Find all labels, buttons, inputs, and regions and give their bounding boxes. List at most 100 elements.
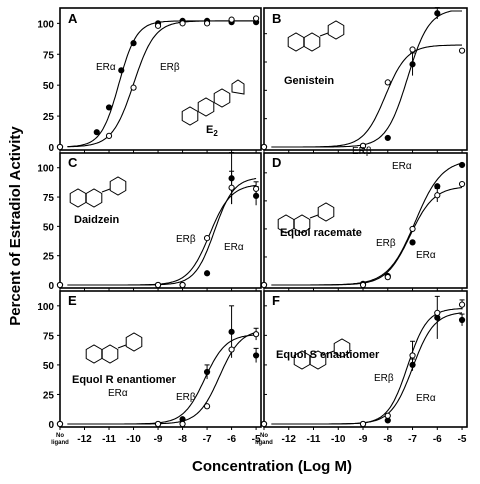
panel-c-y-tick-label: 50 xyxy=(43,222,55,233)
daidzein-structure xyxy=(69,176,127,208)
panel-c-letter: C xyxy=(68,155,78,170)
panel-f-er-beta-point xyxy=(384,412,391,419)
panel-e-x-tick-label: -6 xyxy=(227,434,236,445)
panel-e-er-beta-point xyxy=(179,420,186,428)
panel-e-x-tick-label: -9 xyxy=(154,434,163,445)
panel-c-y-tick-label: 0 xyxy=(48,281,54,292)
panel-c-er-beta-curve xyxy=(67,184,257,286)
panel-e-x-tick-label: -12 xyxy=(77,434,92,445)
panel-d: D Equol racemate ERα ERβ xyxy=(260,152,468,291)
panel-c-er-alpha-curve xyxy=(67,177,257,286)
panel-f-er-alpha-point xyxy=(458,316,466,324)
panel-c-er-beta-point xyxy=(154,281,162,289)
panel-a-y-tick-label: 100 xyxy=(37,19,54,30)
panel-e-er-beta-point xyxy=(228,346,235,353)
panel-e-y-tick-label: 0 xyxy=(48,420,54,431)
panel-e-y-tick-label: 75 xyxy=(43,331,55,342)
panel-b-er-alpha-point xyxy=(409,61,416,68)
panels: A E2 0 25 50 75 100 ERα ERβ B Genistein ERα ERβ C Daid… xyxy=(37,7,468,446)
panel-e-er-beta-point xyxy=(252,331,260,338)
panel-e-no-ligand-label-line1: No xyxy=(56,433,64,439)
equol-structure xyxy=(277,202,335,234)
panel-c-y-tick-label: 75 xyxy=(43,193,55,204)
panel-a-frame xyxy=(59,7,262,151)
panel-c-er-alpha-label: ERα xyxy=(224,242,244,253)
panel-f-er-beta-point xyxy=(434,309,441,317)
panel-a-er-beta-point xyxy=(228,16,235,23)
panel-e-er-beta-point xyxy=(56,420,64,428)
panel-b-er-alpha-label: ERα xyxy=(392,161,412,172)
panel-d-er-alpha-label: ERα xyxy=(416,250,436,261)
panel-f-x-tick-label: -11 xyxy=(307,434,321,445)
panel-d-er-beta-point xyxy=(260,281,268,289)
panel-c-frame xyxy=(59,152,262,289)
panel-d-compound-label: Equol racemate xyxy=(280,227,362,239)
panel-f-no-ligand-label-line2: ligand xyxy=(255,440,273,446)
panel-c-er-beta-point xyxy=(56,281,64,289)
panel-d-er-beta-curve xyxy=(271,186,463,286)
panel-e-er-alpha-label: ERα xyxy=(108,388,128,399)
panel-c-er-beta-point xyxy=(179,281,186,289)
panel-a-er-alpha-point xyxy=(93,129,100,136)
genistein-structure xyxy=(287,20,345,52)
panel-d-er-beta-point xyxy=(458,180,466,188)
panel-d-frame xyxy=(263,152,468,289)
panel-d-er-alpha-point xyxy=(458,161,466,169)
panel-c-y-tick-label: 25 xyxy=(43,252,55,263)
panel-e-er-alpha-point xyxy=(203,368,211,376)
panel-a-er-alpha-point xyxy=(130,40,137,47)
panel-c-er-beta-point xyxy=(252,185,260,192)
panel-b-er-alpha-point xyxy=(434,10,441,17)
panel-a-er-beta-point xyxy=(154,22,162,29)
panel-a-er-alpha-label: ERα xyxy=(96,62,116,73)
panel-b-frame xyxy=(263,7,468,151)
panel-e-y-tick-label: 100 xyxy=(37,302,54,313)
panel-f-x-tick-label: -8 xyxy=(383,434,392,445)
panel-a-er-beta-point xyxy=(179,20,186,27)
x-axis-title: Concentration (Log M) xyxy=(192,458,352,475)
panel-a-er-alpha-point xyxy=(105,104,113,111)
panel-a-er-beta-point xyxy=(56,143,64,151)
panel-b: B Genistein ERα ERβ xyxy=(260,7,468,172)
panel-d-er-beta-point xyxy=(384,274,391,281)
panel-f-x-tick-label: -5 xyxy=(458,434,467,445)
panel-b-er-beta-label: ERβ xyxy=(352,146,372,157)
panel-e-compound-label: Equol R enantiomer xyxy=(72,374,177,386)
panel-b-er-beta-point xyxy=(384,79,391,86)
panel-f-er-beta-curve xyxy=(271,308,463,425)
panel-e-no-ligand-label-line2: ligand xyxy=(51,440,69,446)
panel-f-er-beta-label: ERβ xyxy=(374,373,394,384)
panel-a-letter: A xyxy=(68,11,78,26)
panel-e-y-tick-label: 25 xyxy=(43,390,55,401)
panel-c-er-beta-point xyxy=(203,234,211,242)
panel-f-er-alpha-label: ERα xyxy=(416,393,436,404)
panel-b-er-beta-curve xyxy=(271,44,462,148)
panel-b-er-beta-point xyxy=(409,46,416,53)
panel-c-compound-label: Daidzein xyxy=(74,214,120,226)
panel-f-er-beta-point xyxy=(458,301,466,308)
panel-e-er-beta-point xyxy=(154,420,162,428)
panel-c: C Daidzein 0 25 50 75 100 ERα ERβ xyxy=(37,151,262,292)
panel-c-y-tick-label: 100 xyxy=(37,164,54,175)
panel-e-frame xyxy=(59,290,262,428)
panel-a-er-beta-point xyxy=(203,20,211,27)
panel-d-er-beta-point xyxy=(409,225,416,233)
panel-b-er-beta-point xyxy=(260,143,268,151)
panel-f-er-beta-point xyxy=(359,420,367,428)
panel-a-er-beta-label: ERβ xyxy=(160,62,180,73)
panel-a-er-alpha-point xyxy=(118,67,125,74)
panel-e: E Equol R enantiomer 0 25 50 75 100 ERα ERβ Nolig… xyxy=(37,290,262,446)
panel-a-compound-label: E2 xyxy=(206,124,218,138)
equol-s-structure xyxy=(293,338,351,370)
panel-b-er-beta-point xyxy=(458,47,466,54)
panel-c-er-alpha-point xyxy=(203,270,211,277)
panel-f-x-tick-label: -12 xyxy=(282,434,297,445)
panel-a-y-tick-label: 50 xyxy=(43,81,55,92)
panel-a-y-tick-label: 75 xyxy=(43,50,55,61)
panel-e-y-tick-label: 50 xyxy=(43,361,55,372)
panel-e-x-tick-label: -7 xyxy=(203,434,212,445)
panel-f-x-tick-label: -6 xyxy=(433,434,442,445)
panel-f-er-beta-point xyxy=(260,420,268,428)
